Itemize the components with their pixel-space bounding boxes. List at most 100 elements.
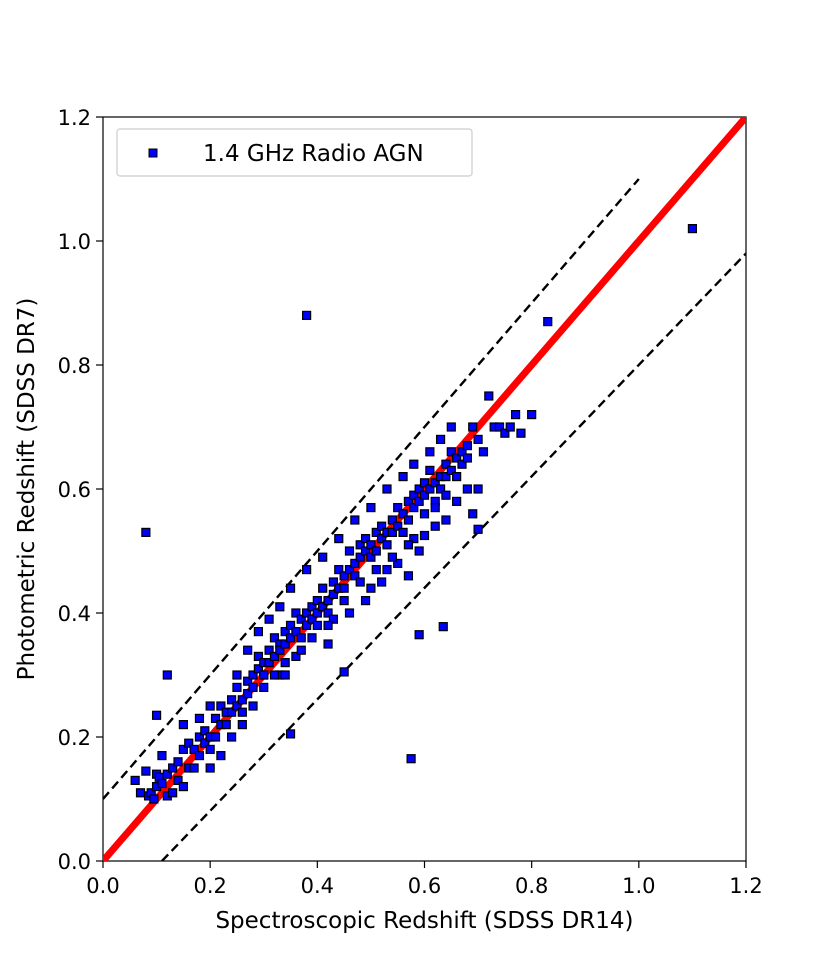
data-point xyxy=(387,515,397,525)
data-point xyxy=(473,484,483,494)
data-point xyxy=(414,630,424,640)
data-point xyxy=(484,391,494,401)
data-point xyxy=(505,422,515,432)
x-tick-label: 0.4 xyxy=(301,874,334,898)
data-point xyxy=(221,719,231,730)
data-point xyxy=(269,651,280,662)
data-point xyxy=(216,750,226,761)
data-point xyxy=(259,670,269,680)
data-point xyxy=(162,670,172,680)
y-tick-label: 0.0 xyxy=(58,850,91,874)
data-point xyxy=(334,533,344,544)
data-point xyxy=(452,472,462,482)
data-point xyxy=(344,546,355,556)
data-point xyxy=(285,729,296,739)
data-point xyxy=(457,447,467,457)
data-point xyxy=(307,633,317,643)
data-point xyxy=(157,750,167,761)
data-point xyxy=(371,546,381,556)
data-points xyxy=(130,224,698,804)
data-point xyxy=(371,527,381,538)
data-point xyxy=(430,478,440,488)
data-point xyxy=(419,478,430,488)
data-point xyxy=(285,633,296,643)
data-point xyxy=(409,490,419,500)
data-point xyxy=(406,754,416,764)
data-point xyxy=(302,564,312,575)
data-point xyxy=(253,664,263,674)
data-point xyxy=(339,667,349,677)
data-point xyxy=(360,546,371,556)
data-point xyxy=(200,726,210,736)
data-point xyxy=(232,682,242,693)
data-point xyxy=(194,713,205,724)
data-point xyxy=(446,447,456,457)
data-point xyxy=(237,719,247,730)
data-point xyxy=(141,766,151,776)
data-point xyxy=(307,614,317,624)
data-point xyxy=(494,422,505,432)
data-point xyxy=(350,515,360,525)
data-point xyxy=(438,622,448,632)
data-point xyxy=(285,620,296,631)
data-point xyxy=(473,434,483,444)
data-point xyxy=(328,589,339,600)
data-point xyxy=(398,472,408,482)
data-point xyxy=(178,719,188,730)
data-point xyxy=(462,484,472,494)
data-point xyxy=(377,533,387,544)
data-point xyxy=(360,533,371,544)
axis-ticks: 0.0 0.2 0.4 0.6 0.8 1.0 1.2 0.0 0.2 0.4 0.6 0.8 1.0 1… xyxy=(58,106,763,898)
data-point xyxy=(318,602,328,612)
y-tick-label: 0.6 xyxy=(58,478,91,502)
data-point xyxy=(377,521,387,531)
data-point xyxy=(280,639,290,649)
data-point xyxy=(468,509,478,519)
data-point xyxy=(419,490,430,500)
data-point xyxy=(441,490,451,500)
data-point xyxy=(178,744,188,755)
data-point xyxy=(355,540,365,550)
data-point xyxy=(280,657,290,668)
data-point xyxy=(227,695,237,705)
data-point xyxy=(393,521,403,531)
data-point xyxy=(173,775,183,786)
data-point xyxy=(291,608,301,618)
lower-bound-line xyxy=(161,252,746,861)
data-point xyxy=(425,484,435,494)
data-point xyxy=(264,657,274,668)
data-point xyxy=(414,496,424,506)
data-point xyxy=(227,732,237,742)
data-point xyxy=(344,608,355,618)
data-point xyxy=(382,540,392,550)
one-to-one-line xyxy=(103,117,746,861)
data-point xyxy=(264,645,274,655)
data-point xyxy=(452,453,462,463)
y-axis-label: Photometric Redshift (SDSS DR7) xyxy=(14,298,40,681)
data-point xyxy=(430,521,440,531)
legend-box xyxy=(116,128,473,177)
data-point xyxy=(253,651,263,662)
data-point xyxy=(409,459,419,469)
data-point xyxy=(366,552,376,562)
data-point xyxy=(323,608,333,618)
data-point xyxy=(173,757,183,767)
x-tick-label: 0.8 xyxy=(515,874,548,898)
data-point xyxy=(296,633,306,643)
y-tick-label: 0.2 xyxy=(58,726,91,750)
data-point xyxy=(269,670,280,680)
data-point xyxy=(243,676,253,686)
data-point xyxy=(500,428,510,438)
data-point xyxy=(430,503,440,513)
data-point xyxy=(302,310,312,320)
data-point xyxy=(184,738,194,748)
data-point xyxy=(168,788,178,798)
y-tick-label: 1.2 xyxy=(58,106,91,130)
data-point xyxy=(307,602,317,612)
data-point xyxy=(419,530,430,541)
data-point xyxy=(318,552,328,562)
data-point xyxy=(414,484,424,494)
data-point xyxy=(425,465,435,475)
data-point xyxy=(194,750,205,761)
